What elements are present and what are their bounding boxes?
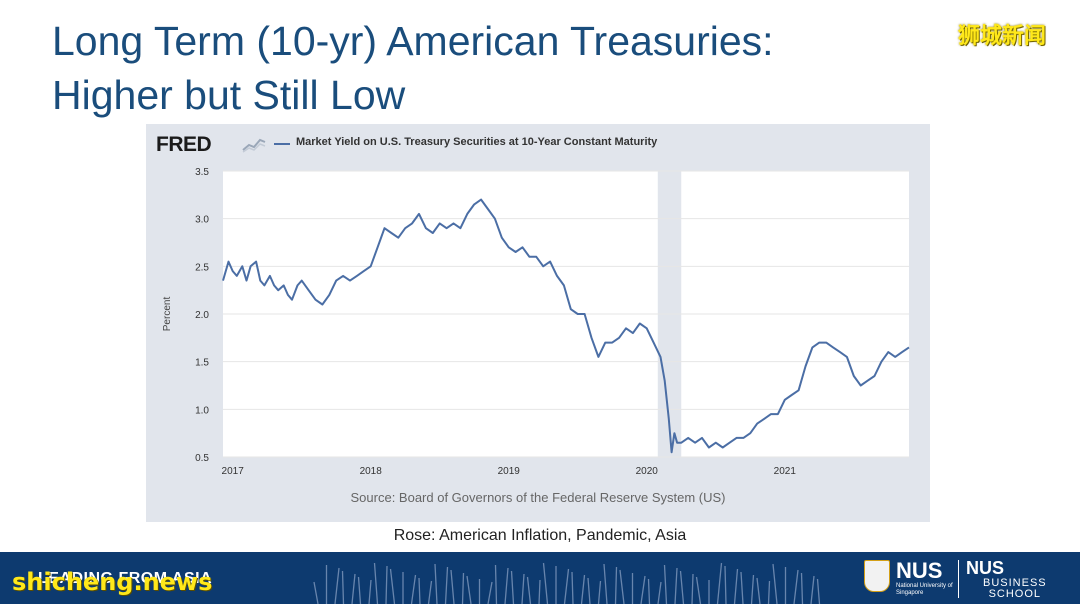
nus-logo-subtitle: National University of Singapore: [896, 583, 953, 596]
grass-decoration-icon: [313, 562, 821, 604]
nus-logo-name: NUS: [896, 558, 943, 583]
x-tick-label: 2017: [222, 466, 245, 477]
x-tick-label: 2018: [360, 466, 383, 477]
nus-crest-icon: [864, 560, 890, 592]
y-tick-label: 1.0: [195, 405, 209, 416]
chart-source: Source: Board of Governors of the Federa…: [350, 490, 726, 505]
y-axis-label: Percent: [162, 297, 173, 332]
grass-blades: [313, 562, 821, 604]
fred-logo: FRED: [156, 133, 212, 156]
nus-school-label: SCHOOL: [988, 588, 1042, 600]
slide-title-line-1: Long Term (10-yr) American Treasuries:: [52, 18, 774, 64]
footer-tagline: LEADING FROM ASIA: [38, 570, 213, 587]
x-tick-label: 2020: [636, 466, 659, 477]
legend-label: Market Yield on U.S. Treasury Securities…: [296, 136, 658, 148]
y-tick-label: 2.0: [195, 310, 209, 321]
chart-plot: 3.5 3.0 2.5 2.0 1.5 1.0 0.5 2017 2018 2019 2020 202…: [162, 167, 910, 477]
nus-business-school-subtitle: BUSINESS SCHOOL: [983, 578, 1047, 600]
fred-chart: FRED Market Yield on U.S. Treasury Secur…: [146, 124, 930, 522]
logo-divider: [958, 560, 959, 598]
x-tick-label: 2021: [774, 466, 797, 477]
y-tick-label: 2.5: [195, 262, 209, 273]
slide-title: Long Term (10-yr) American Treasuries: H…: [52, 14, 912, 122]
legend-swatch: [274, 143, 290, 145]
y-tick-label: 3.0: [195, 215, 209, 226]
slide-title-line-2: Higher but Still Low: [52, 72, 406, 118]
series-line: [222, 198, 910, 454]
y-tick-label: 0.5: [195, 453, 209, 464]
footer-banner: LEADING FROM ASIA NUS National Universit…: [0, 552, 1080, 604]
fred-logo-chart-icon: [242, 138, 266, 153]
nus-business-school-name: NUS: [966, 558, 1005, 578]
nus-business-label: BUSINESS: [983, 577, 1047, 589]
y-tick-label: 1.5: [195, 358, 209, 369]
watermark-top: 狮城新闻: [958, 24, 1047, 49]
x-tick-label: 2019: [498, 466, 521, 477]
y-tick-label: 3.5: [195, 167, 209, 178]
slide-caption: Rose: American Inflation, Pandemic, Asia: [393, 527, 687, 544]
watermark-bottom: shicheng.news: [12, 568, 213, 596]
